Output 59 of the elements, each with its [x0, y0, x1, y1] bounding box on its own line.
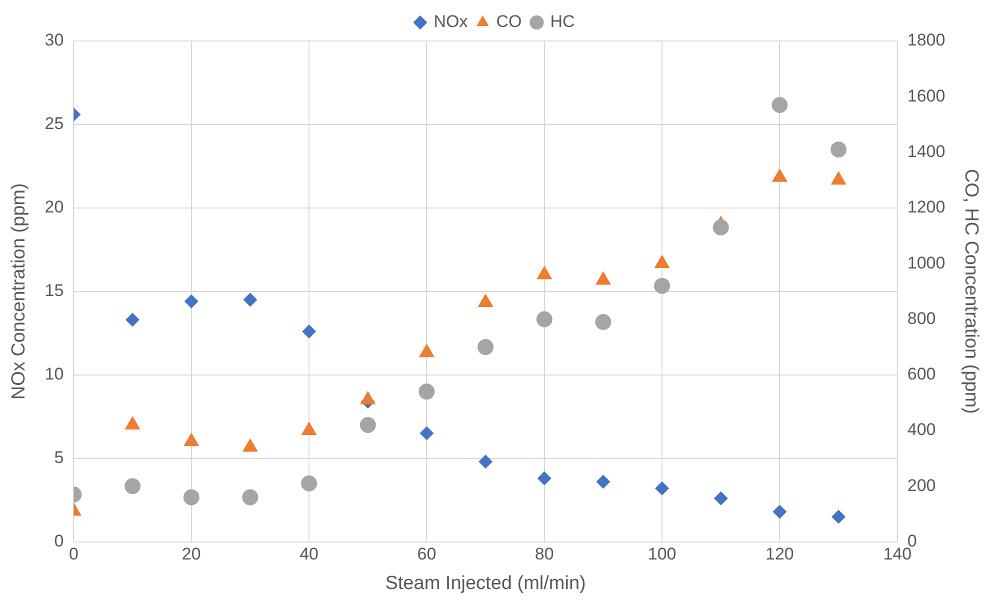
point — [595, 314, 612, 330]
point — [478, 454, 493, 469]
x-tick-label: 20 — [182, 544, 201, 564]
point — [596, 474, 610, 489]
x-tick-label: 100 — [648, 544, 676, 564]
point — [418, 344, 435, 358]
point — [183, 489, 200, 506]
legend-label: NOx — [434, 12, 468, 32]
point — [243, 292, 258, 307]
x-tick-label: 0 — [68, 544, 78, 564]
y-tick-label: 5 — [54, 448, 64, 468]
point — [712, 219, 729, 236]
point — [654, 254, 670, 268]
point — [832, 510, 846, 524]
y-tick-label: 20 — [44, 198, 64, 217]
y2-tick-label: 200 — [907, 476, 936, 495]
point — [418, 384, 435, 400]
point — [124, 478, 141, 494]
x-tick-label: 60 — [417, 544, 436, 564]
point — [360, 416, 376, 433]
y2-tick-label: 1200 — [907, 198, 946, 217]
point — [126, 312, 140, 327]
point — [302, 324, 316, 338]
y-tick-label: 15 — [44, 281, 64, 300]
y2-tick-label: 400 — [907, 420, 936, 440]
legend-label: CO — [496, 12, 522, 32]
point — [536, 311, 552, 328]
point — [830, 171, 846, 185]
point — [655, 481, 670, 496]
point — [478, 339, 494, 356]
point — [420, 426, 434, 440]
point — [478, 294, 494, 308]
y2-tick-label: 1000 — [907, 253, 946, 272]
y-tick-label: 30 — [44, 30, 64, 50]
point — [301, 475, 318, 492]
point — [184, 294, 198, 308]
point — [714, 491, 728, 506]
y2-axis-title: CO, HC Concentration (ppm) — [960, 168, 982, 414]
y2-tick-label: 600 — [907, 364, 936, 384]
point — [772, 504, 787, 519]
y-tick-label: 0 — [54, 531, 64, 550]
y2-tick-label: 800 — [907, 308, 936, 328]
y2-tick-label: 1800 — [907, 30, 946, 50]
point — [537, 471, 552, 486]
point — [654, 278, 670, 294]
x-tick-label: 80 — [534, 544, 554, 564]
y-tick-label: 25 — [44, 114, 64, 134]
x-tick-label: 120 — [766, 544, 794, 564]
point — [536, 266, 552, 280]
point — [242, 489, 258, 506]
y2-tick-label: 1600 — [907, 86, 946, 106]
y2-tick-label: 1400 — [907, 142, 946, 161]
y-tick-label: 10 — [44, 364, 64, 384]
x-axis-title: Steam Injected (ml/min) — [385, 572, 586, 594]
point — [595, 271, 612, 285]
point — [772, 168, 788, 182]
legend-label: HC — [550, 12, 575, 32]
x-tick-label: 40 — [300, 544, 319, 564]
y-axis-title: NOx Concentration (ppm) — [8, 183, 30, 400]
